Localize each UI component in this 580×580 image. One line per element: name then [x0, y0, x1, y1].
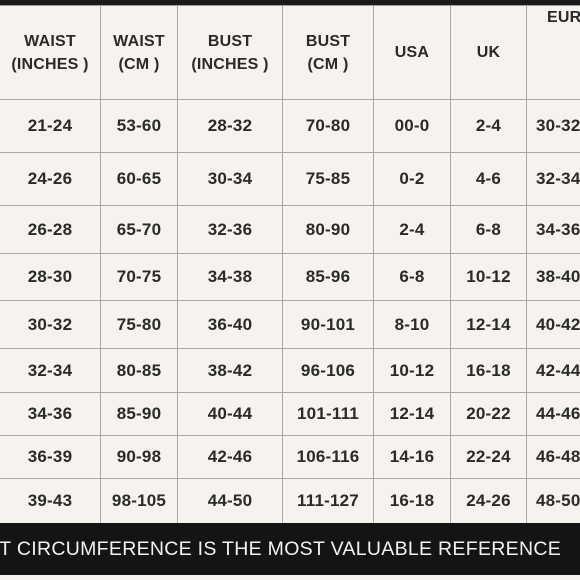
- cell-waist-cm: 65-70: [101, 206, 178, 254]
- header-eur: EUR: [527, 6, 580, 100]
- cell-eur-size: 48-50: [527, 479, 580, 524]
- cell-bust-inches: 34-38: [178, 254, 283, 301]
- cell-waist-cm: 53-60: [101, 100, 178, 153]
- cell-waist-cm: 85-90: [101, 393, 178, 436]
- cell-eur-size: 32-34: [527, 153, 580, 206]
- cell-bust-cm: 80-90: [283, 206, 374, 254]
- header-label-line: (CM ): [118, 55, 160, 73]
- cell-bust-inches: 32-36: [178, 206, 283, 254]
- cell-usa-size: 0-2: [374, 153, 451, 206]
- top-border: [0, 0, 580, 5]
- cell-bust-cm: 75-85: [283, 153, 374, 206]
- header-label-line: USA: [394, 44, 430, 61]
- cell-waist-inches: 21-24: [0, 100, 101, 153]
- header-label-line: BUST: [207, 32, 253, 50]
- footer-text: ST CIRCUMFERENCE IS THE MOST VALUABLE RE…: [0, 537, 562, 560]
- cell-uk-size: 16-18: [451, 349, 527, 393]
- cell-uk-size: 20-22: [451, 393, 527, 436]
- header-label-line: (INCHES ): [11, 55, 89, 73]
- cell-usa-size: 2-4: [374, 206, 451, 254]
- cell-usa-size: 10-12: [374, 349, 451, 393]
- cell-bust-inches: 38-42: [178, 349, 283, 393]
- cell-bust-inches: 42-46: [178, 436, 283, 479]
- cell-bust-cm: 106-116: [283, 436, 374, 479]
- header-label-line: UK: [476, 44, 501, 61]
- cell-bust-inches: 44-50: [178, 479, 283, 524]
- header-uk: UK: [451, 6, 527, 100]
- cell-waist-cm: 70-75: [101, 254, 178, 301]
- cell-uk-size: 12-14: [451, 301, 527, 349]
- header-bust-cm: BUST (CM ): [283, 6, 374, 100]
- size-chart-table: WAIST (INCHES ) WAIST (CM ) BUST (INCHES ) BUS…: [0, 5, 580, 524]
- cell-waist-cm: 75-80: [101, 301, 178, 349]
- cell-eur-size: 46-48: [527, 436, 580, 479]
- cell-bust-cm: 101-111: [283, 393, 374, 436]
- header-label-line: (INCHES ): [191, 55, 269, 73]
- cell-waist-inches: 28-30: [0, 254, 101, 301]
- header-usa: USA: [374, 6, 451, 100]
- cell-uk-size: 10-12: [451, 254, 527, 301]
- cell-waist-cm: 90-98: [101, 436, 178, 479]
- header-waist-inches: WAIST (INCHES ): [0, 6, 101, 100]
- cell-eur-size: 38-40: [527, 254, 580, 301]
- cell-waist-cm: 60-65: [101, 153, 178, 206]
- cell-waist-inches: 36-39: [0, 436, 101, 479]
- header-label-line: (CM ): [307, 55, 349, 73]
- cell-uk-size: 6-8: [451, 206, 527, 254]
- cell-eur-size: 42-44: [527, 349, 580, 393]
- cell-bust-cm: 90-101: [283, 301, 374, 349]
- footer-banner: ST CIRCUMFERENCE IS THE MOST VALUABLE RE…: [0, 523, 580, 575]
- cell-bust-inches: 30-34: [178, 153, 283, 206]
- cell-uk-size: 24-26: [451, 479, 527, 524]
- cell-usa-size: 16-18: [374, 479, 451, 524]
- cell-eur-size: 44-46: [527, 393, 580, 436]
- cell-usa-size: 6-8: [374, 254, 451, 301]
- cell-bust-cm: 111-127: [283, 479, 374, 524]
- header-label-line: BUST: [305, 32, 351, 50]
- cell-usa-size: 14-16: [374, 436, 451, 479]
- cell-waist-inches: 34-36: [0, 393, 101, 436]
- header-label-line: EUR: [547, 9, 580, 26]
- cell-bust-inches: 28-32: [178, 100, 283, 153]
- header-label-line: WAIST: [113, 32, 165, 50]
- cell-bust-inches: 36-40: [178, 301, 283, 349]
- cell-waist-inches: 32-34: [0, 349, 101, 393]
- bottom-strip: [0, 575, 580, 580]
- cell-eur-size: 40-42: [527, 301, 580, 349]
- cell-uk-size: 4-6: [451, 153, 527, 206]
- header-label-line: WAIST: [24, 32, 76, 50]
- header-bust-inches: BUST (INCHES ): [178, 6, 283, 100]
- cell-waist-inches: 30-32: [0, 301, 101, 349]
- cell-uk-size: 22-24: [451, 436, 527, 479]
- cell-eur-size: 30-32: [527, 100, 580, 153]
- cell-usa-size: 8-10: [374, 301, 451, 349]
- cell-waist-inches: 26-28: [0, 206, 101, 254]
- cell-waist-cm: 80-85: [101, 349, 178, 393]
- cell-bust-cm: 85-96: [283, 254, 374, 301]
- cell-waist-inches: 39-43: [0, 479, 101, 524]
- cell-waist-cm: 98-105: [101, 479, 178, 524]
- cell-uk-size: 2-4: [451, 100, 527, 153]
- cell-waist-inches: 24-26: [0, 153, 101, 206]
- cell-usa-size: 12-14: [374, 393, 451, 436]
- cell-bust-cm: 70-80: [283, 100, 374, 153]
- cell-bust-cm: 96-106: [283, 349, 374, 393]
- cell-eur-size: 34-36: [527, 206, 580, 254]
- cell-usa-size: 00-0: [374, 100, 451, 153]
- header-waist-cm: WAIST (CM ): [101, 6, 178, 100]
- cell-bust-inches: 40-44: [178, 393, 283, 436]
